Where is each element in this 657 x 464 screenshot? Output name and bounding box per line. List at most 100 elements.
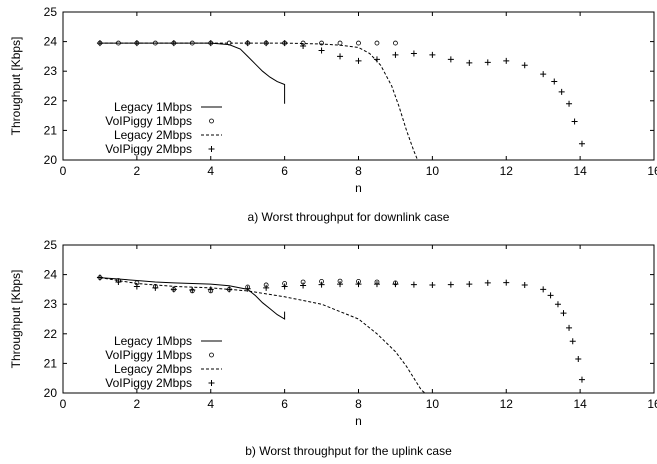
data-point (392, 51, 399, 58)
data-point (484, 59, 491, 66)
data-point (263, 284, 270, 291)
y-tick-label: 21 (44, 356, 58, 370)
data-point (170, 40, 177, 47)
series-voipiggy-2mbps (96, 274, 585, 383)
data-point (356, 40, 361, 46)
data-point (575, 355, 582, 362)
data-point (392, 281, 399, 288)
x-axis-label: n (355, 181, 362, 195)
y-tick-label: 25 (44, 238, 58, 252)
data-point (554, 301, 561, 308)
data-point (281, 40, 288, 47)
x-tick-label: 14 (573, 164, 587, 178)
series-legacy-2mbps (99, 277, 426, 394)
x-tick-label: 16 (647, 164, 657, 178)
data-point (566, 324, 573, 331)
legend-label: Legacy 2Mbps (114, 128, 192, 142)
legend-label: Legacy 2Mbps (114, 362, 192, 376)
y-axis-label: Throughput [Kbps] (9, 37, 23, 136)
data-point (355, 57, 362, 64)
y-tick-label: 21 (44, 123, 58, 137)
x-tick-label: 14 (573, 397, 587, 411)
data-point (429, 51, 436, 58)
y-axis-label: Throughput [Kbps] (9, 270, 23, 369)
data-point (207, 40, 214, 47)
x-tick-label: 6 (281, 164, 288, 178)
data-point (318, 281, 325, 288)
data-point (373, 56, 380, 63)
legend-label: VoIPiggy 2Mbps (105, 376, 192, 390)
x-axis-label: n (355, 414, 362, 428)
legend-swatch (209, 352, 214, 358)
series-line (99, 277, 426, 394)
data-point (566, 100, 573, 107)
data-point (521, 62, 528, 69)
legend-label: VoIPiggy 2Mbps (105, 142, 192, 156)
data-point (373, 281, 380, 288)
data-point (281, 283, 288, 290)
chart-caption: b) Worst throughput for the uplink case (245, 444, 452, 458)
data-point (133, 40, 140, 47)
y-tick-label: 20 (44, 386, 58, 400)
data-point (410, 281, 417, 288)
y-tick-label: 24 (44, 35, 58, 49)
data-point (300, 43, 307, 50)
y-tick-label: 25 (44, 5, 58, 19)
data-point (540, 71, 547, 78)
data-point (569, 338, 576, 345)
x-tick-label: 6 (281, 397, 288, 411)
series-legacy-1mbps (99, 277, 286, 320)
legend-label: Legacy 1Mbps (114, 100, 192, 114)
data-point (318, 47, 325, 54)
data-point (466, 281, 473, 288)
legend-label: Legacy 1Mbps (114, 334, 192, 348)
data-point (355, 281, 362, 288)
data-point (560, 310, 567, 317)
y-tick-label: 20 (44, 153, 58, 167)
data-point (170, 286, 177, 293)
downlink-chart: 0246810121416202122232425nThroughput [Kb… (9, 5, 657, 224)
x-tick-label: 8 (355, 164, 362, 178)
data-point (115, 279, 122, 285)
data-point (578, 140, 585, 147)
data-point (547, 292, 554, 299)
data-point (244, 40, 251, 47)
x-tick-label: 10 (426, 164, 440, 178)
x-tick-label: 2 (134, 164, 141, 178)
data-point (447, 56, 454, 63)
x-tick-label: 4 (207, 164, 214, 178)
x-tick-label: 4 (207, 397, 214, 411)
x-tick-label: 12 (500, 397, 514, 411)
series-legacy-1mbps (99, 42, 286, 104)
x-tick-label: 2 (134, 397, 141, 411)
data-point (133, 283, 140, 290)
x-tick-label: 16 (647, 397, 657, 411)
y-tick-label: 22 (44, 327, 58, 341)
x-tick-label: 8 (355, 397, 362, 411)
data-point (244, 285, 251, 292)
series-line (99, 277, 286, 320)
data-point (226, 286, 233, 293)
data-point (300, 282, 307, 289)
data-point (207, 286, 214, 293)
data-point (558, 88, 565, 95)
data-point (410, 50, 417, 57)
data-point (189, 286, 196, 293)
data-point (263, 40, 270, 47)
x-tick-label: 0 (60, 164, 67, 178)
series-legacy-2mbps (99, 42, 419, 161)
data-point (337, 281, 344, 288)
data-point (152, 284, 159, 291)
data-point (447, 281, 454, 288)
chart-caption: a) Worst throughput for downlink case (248, 210, 450, 224)
y-tick-label: 22 (44, 94, 58, 108)
x-tick-label: 0 (60, 397, 67, 411)
legend-label: VoIPiggy 1Mbps (105, 348, 192, 362)
legend-label: VoIPiggy 1Mbps (105, 114, 192, 128)
y-tick-label: 23 (44, 297, 58, 311)
data-point (429, 281, 436, 288)
data-point (578, 376, 585, 383)
legend-swatch (208, 380, 215, 386)
